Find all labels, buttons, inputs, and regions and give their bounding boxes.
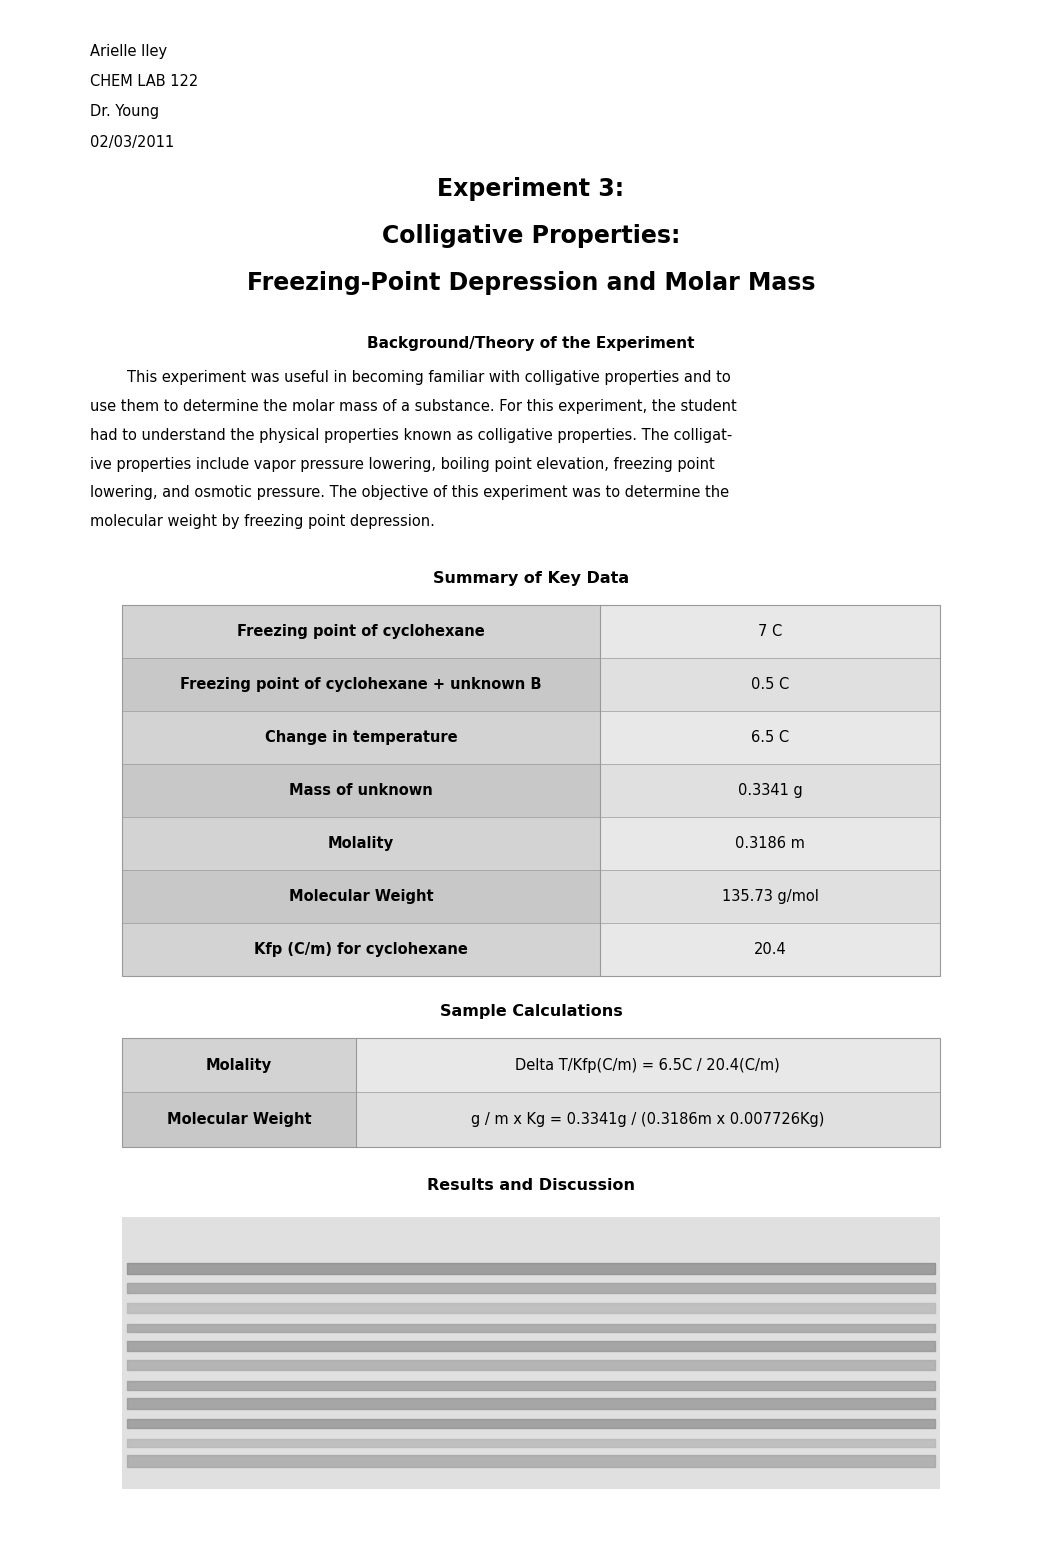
Text: g / m x Kg = 0.3341g / (0.3186m x 0.007726Kg): g / m x Kg = 0.3341g / (0.3186m x 0.0077…: [472, 1113, 824, 1127]
Bar: [122, 658, 600, 711]
Text: Arielle Iley: Arielle Iley: [90, 44, 168, 59]
Bar: [600, 658, 940, 711]
Bar: [122, 1217, 940, 1489]
Bar: [356, 1092, 940, 1147]
Text: Freezing point of cyclohexane: Freezing point of cyclohexane: [237, 624, 485, 640]
Text: Freezing point of cyclohexane + unknown B: Freezing point of cyclohexane + unknown …: [181, 677, 542, 692]
Text: Experiment 3:: Experiment 3:: [438, 177, 624, 201]
Text: Delta T/Kfp(C/m) = 6.5C / 20.4(C/m): Delta T/Kfp(C/m) = 6.5C / 20.4(C/m): [515, 1058, 781, 1072]
Text: 20.4: 20.4: [754, 941, 786, 957]
Text: Background/Theory of the Experiment: Background/Theory of the Experiment: [367, 336, 695, 352]
Text: ive properties include vapor pressure lowering, boiling point elevation, freezin: ive properties include vapor pressure lo…: [90, 456, 715, 471]
Text: Mass of unknown: Mass of unknown: [289, 783, 433, 798]
Text: 0.5 C: 0.5 C: [751, 677, 789, 692]
Text: Molality: Molality: [206, 1058, 272, 1072]
Text: 0.3341 g: 0.3341 g: [738, 783, 802, 798]
Text: Molecular Weight: Molecular Weight: [289, 888, 433, 904]
Text: Freezing-Point Depression and Molar Mass: Freezing-Point Depression and Molar Mass: [246, 271, 816, 294]
Text: had to understand the physical properties known as colligative properties. The c: had to understand the physical propertie…: [90, 428, 733, 443]
Text: Molecular Weight: Molecular Weight: [167, 1113, 311, 1127]
Bar: [122, 605, 600, 658]
Bar: [122, 870, 600, 923]
Text: Change in temperature: Change in temperature: [264, 730, 458, 745]
Text: Dr. Young: Dr. Young: [90, 104, 159, 120]
Bar: [122, 1038, 356, 1092]
Text: 135.73 g/mol: 135.73 g/mol: [721, 888, 819, 904]
Bar: [600, 605, 940, 658]
Text: lowering, and osmotic pressure. The objective of this experiment was to determin: lowering, and osmotic pressure. The obje…: [90, 485, 730, 501]
Bar: [356, 1038, 940, 1092]
Text: CHEM LAB 122: CHEM LAB 122: [90, 75, 199, 89]
Text: Results and Discussion: Results and Discussion: [427, 1178, 635, 1193]
Bar: [600, 870, 940, 923]
Bar: [122, 1038, 940, 1147]
Text: 0.3186 m: 0.3186 m: [735, 836, 805, 851]
Text: Colligative Properties:: Colligative Properties:: [382, 224, 680, 247]
Bar: [122, 605, 940, 976]
Bar: [122, 1092, 356, 1147]
Text: 02/03/2011: 02/03/2011: [90, 134, 174, 149]
Text: Molality: Molality: [328, 836, 394, 851]
Text: Sample Calculations: Sample Calculations: [440, 1004, 622, 1019]
Text: Summary of Key Data: Summary of Key Data: [433, 571, 629, 587]
Text: 7 C: 7 C: [758, 624, 782, 640]
Bar: [122, 711, 600, 764]
Bar: [122, 817, 600, 870]
Text: 6.5 C: 6.5 C: [751, 730, 789, 745]
Bar: [600, 923, 940, 976]
Text: This experiment was useful in becoming familiar with colligative properties and : This experiment was useful in becoming f…: [90, 370, 731, 386]
Bar: [122, 923, 600, 976]
Bar: [122, 764, 600, 817]
Text: molecular weight by freezing point depression.: molecular weight by freezing point depre…: [90, 513, 435, 529]
Bar: [600, 711, 940, 764]
Text: Kfp (C/m) for cyclohexane: Kfp (C/m) for cyclohexane: [254, 941, 468, 957]
Bar: [600, 764, 940, 817]
Bar: [600, 817, 940, 870]
Text: use them to determine the molar mass of a substance. For this experiment, the st: use them to determine the molar mass of …: [90, 400, 737, 414]
